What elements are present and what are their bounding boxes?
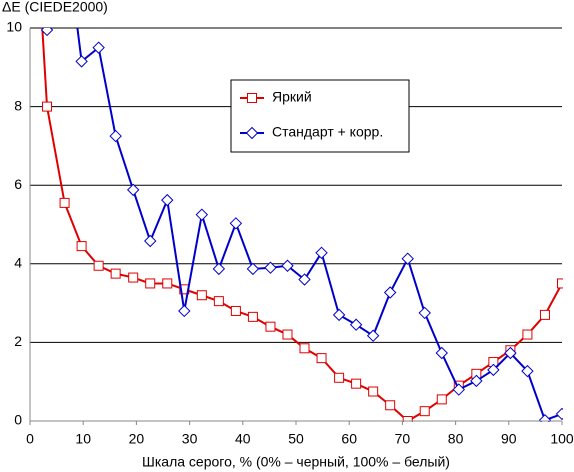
data-point [76,241,87,252]
legend-marker [245,126,259,140]
data-point [42,101,53,112]
x-tick-label: 20 [129,431,145,447]
data-point [265,321,276,332]
data-point [230,305,241,316]
x-tick-label: 60 [341,431,357,447]
legend-label: Стандарт + корр. [272,124,383,140]
data-point [128,272,139,283]
data-point [40,28,54,37]
x-tick-label: 80 [448,431,464,447]
data-point [401,252,414,265]
data-point [59,197,70,208]
data-point [538,414,552,422]
y-tick-label: 10 [6,19,22,35]
data-point [145,278,156,289]
x-tick-label: 50 [288,431,304,447]
x-tick-label: 30 [182,431,198,447]
data-point [315,246,328,260]
data-point [368,386,379,397]
y-tick-label: 6 [14,176,22,192]
data-point [196,290,207,301]
y-tick-label: 8 [14,97,22,113]
data-point [487,363,500,377]
data-point [109,129,122,143]
data-point [555,407,563,421]
data-point [162,278,173,289]
data-point [144,234,157,248]
x-tick-label: 40 [235,431,251,447]
data-point [212,262,226,276]
x-tick-label: 90 [501,431,517,447]
data-point [557,278,563,289]
y-tick-label: 4 [14,255,22,271]
x-tick-label: 0 [26,431,34,447]
data-point [452,383,465,396]
x-tick-label: 100 [550,431,574,447]
series-line [46,28,563,422]
data-point [92,41,105,54]
legend-label: Яркий [272,89,312,105]
data-point [282,329,293,340]
x-tick-label: 70 [395,431,411,447]
data-point [127,183,140,197]
data-point [161,193,174,207]
data-point [366,329,380,342]
series-line [41,28,563,422]
data-point [435,346,448,360]
data-point [75,55,88,68]
data-point [299,343,310,354]
y-axis-title: ΔE (CIEDE2000) [2,0,108,15]
data-point [504,346,517,360]
data-point [246,262,260,276]
data-point [522,329,533,340]
data-point [419,406,430,417]
data-point [93,260,104,271]
data-point [281,259,294,272]
y-tick-label: 0 [14,412,22,428]
data-point [349,318,363,331]
data-point [332,308,346,322]
data-point [213,296,224,307]
data-point [539,309,550,320]
data-point [229,217,243,230]
data-point [470,374,483,388]
y-tick-label: 2 [14,333,22,349]
data-point [298,273,311,286]
data-point [418,306,431,320]
x-tick-label: 10 [75,431,91,447]
data-point [316,353,327,364]
data-point [383,286,397,299]
data-point [195,208,209,221]
legend-marker [247,93,257,103]
data-point [178,304,191,318]
data-point [334,372,345,383]
data-point [110,268,121,279]
data-point [247,311,258,322]
data-point [351,378,362,389]
legend [230,79,410,153]
data-point [521,364,534,378]
data-point [385,400,396,411]
data-point [436,394,447,405]
x-axis-title: Шкала серого, % (0% – черный, 100% – бел… [142,454,450,470]
data-point [264,261,277,274]
